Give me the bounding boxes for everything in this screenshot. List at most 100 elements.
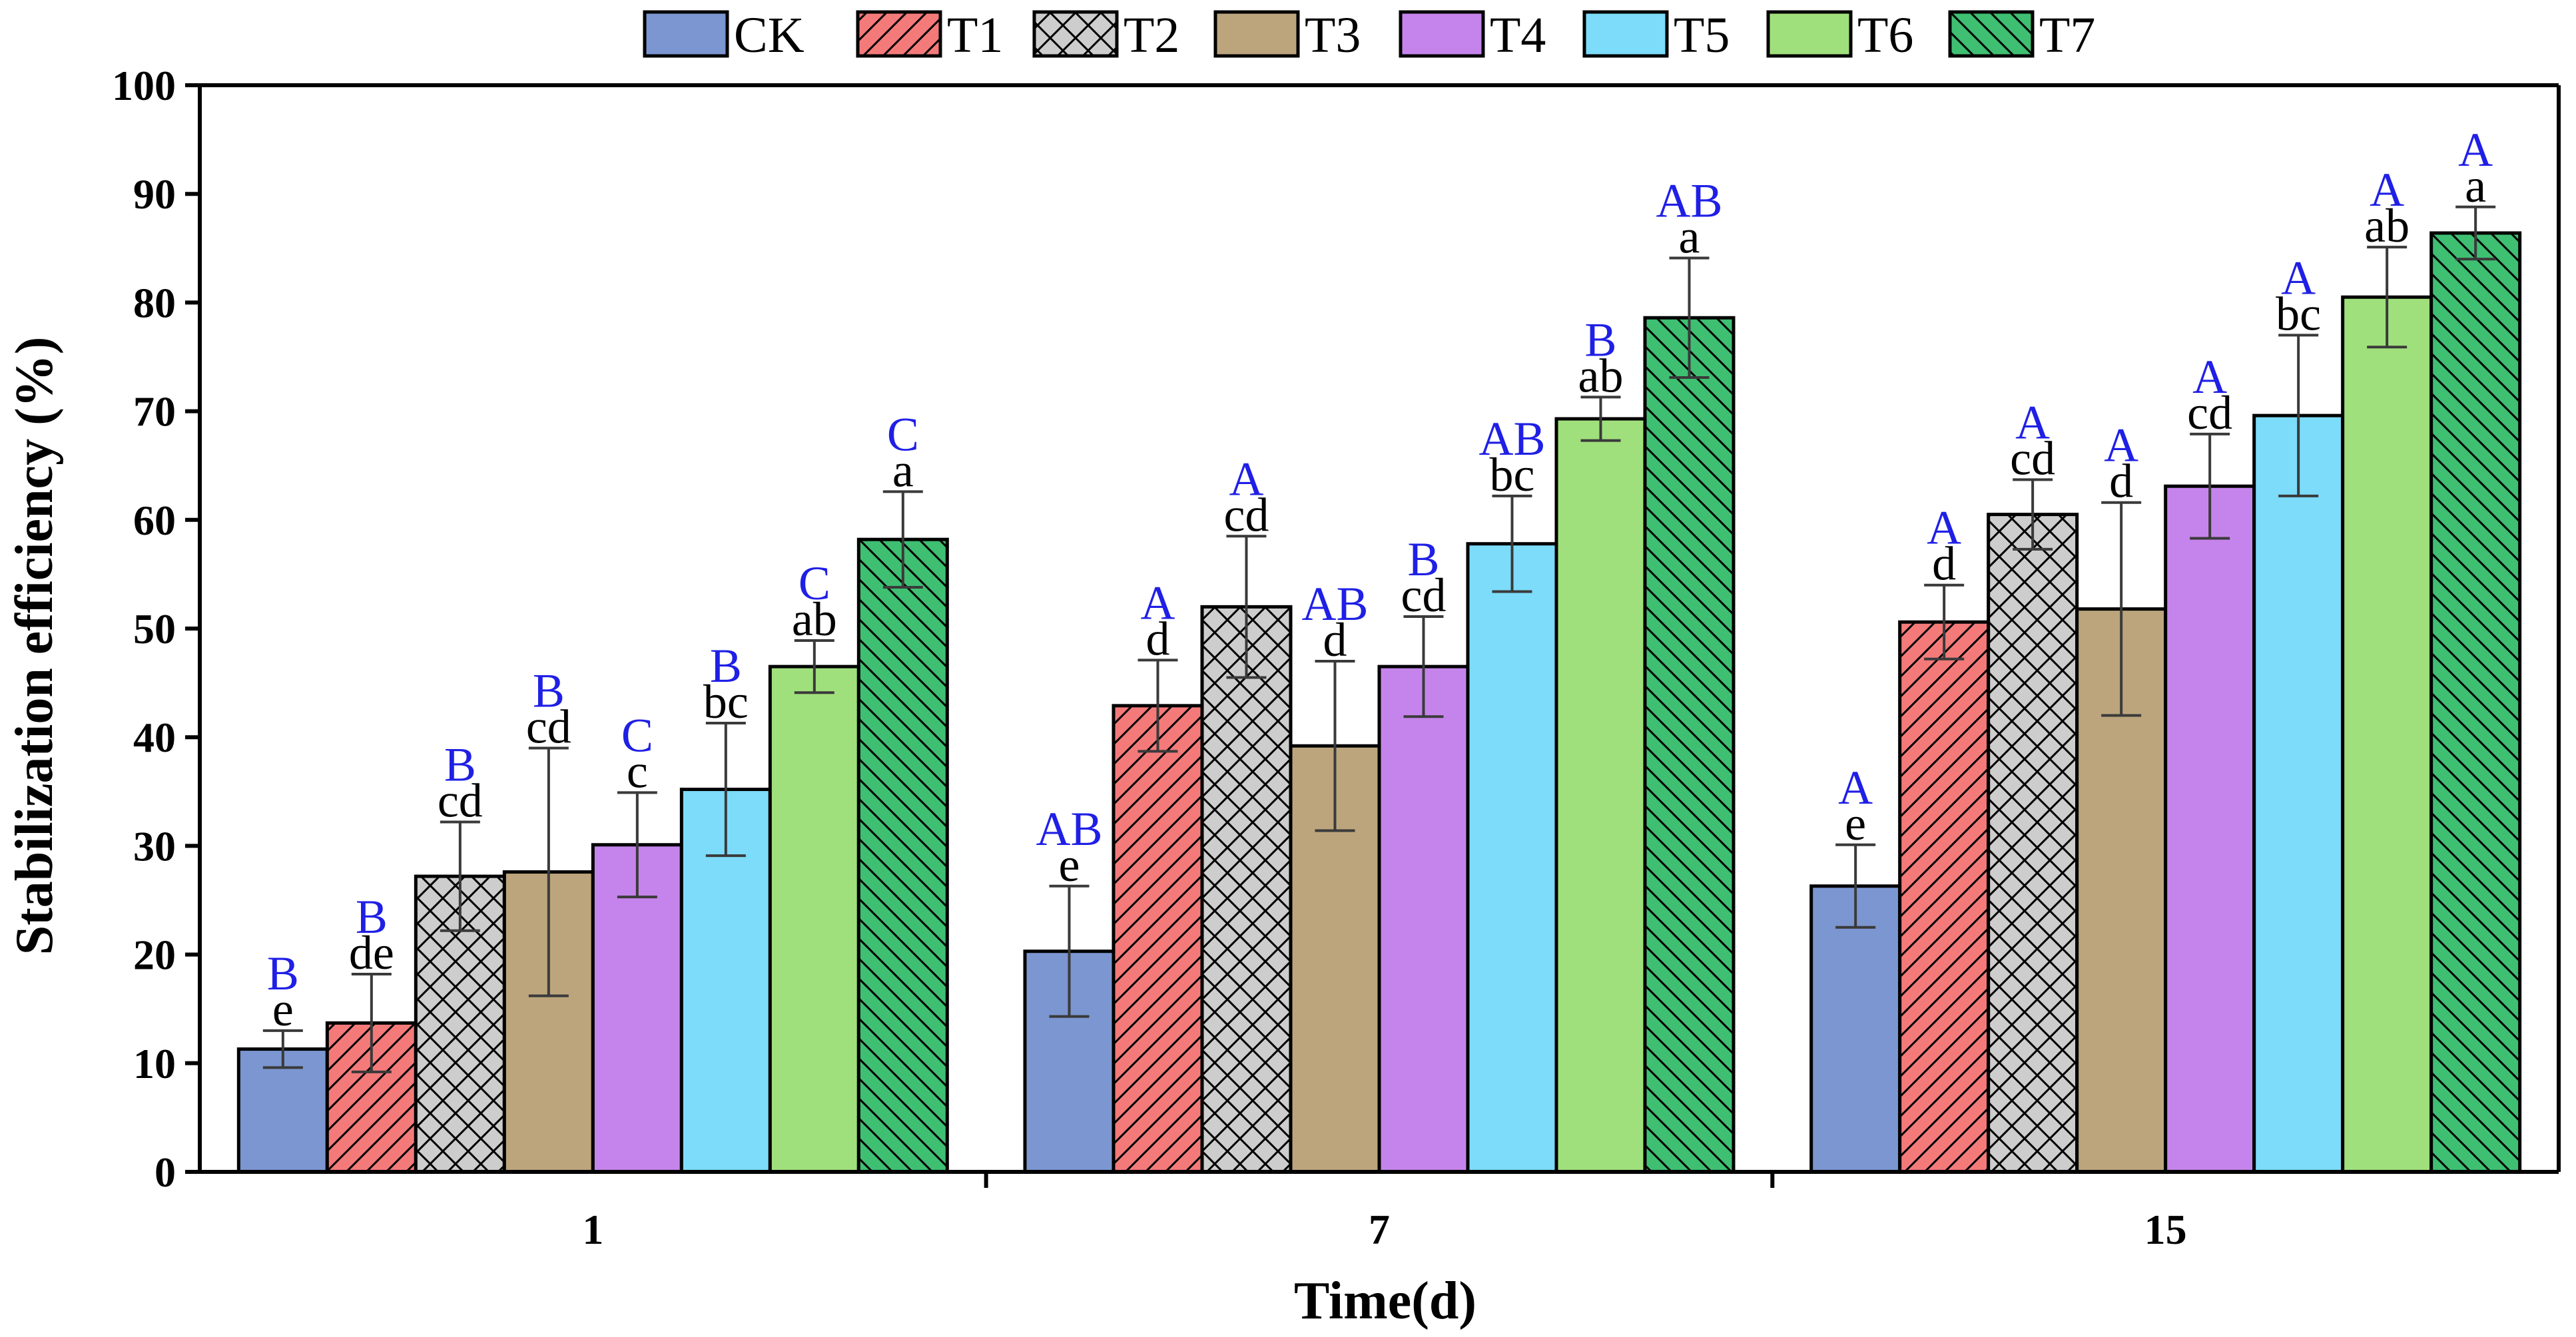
legend-item-t4: T4 (1399, 7, 1546, 63)
bar-t4-day-15 (2165, 486, 2254, 1172)
letter-lower-t4-day-15: cd (2187, 386, 2232, 439)
legend-label: T3 (1305, 7, 1361, 63)
error-bar-t4-day-15 (2190, 432, 2230, 540)
legend-label: T1 (947, 7, 1003, 63)
legend-swatch (1584, 12, 1667, 56)
legend-item-t2: T2 (1032, 7, 1179, 63)
error-bar-t1-day-1 (351, 972, 392, 1073)
error-bar-t7-day-7 (1669, 256, 1710, 380)
bar-t6-day-1 (770, 667, 859, 1172)
letter-lower-t6-day-7: ab (1578, 349, 1624, 402)
legend-swatch-outline (1032, 10, 1119, 58)
letter-upper-t4-day-1: C (621, 708, 653, 762)
legend-item-t5: T5 (1582, 7, 1730, 63)
legend-swatch-outline (1582, 10, 1669, 58)
bar-hatch-t7-day-1 (858, 539, 948, 1172)
letter-upper-t4-day-15: A (2192, 350, 2227, 403)
legend-label: T5 (1674, 7, 1730, 63)
y-tick-label: 50 (133, 605, 176, 653)
bar-hatch-t2-day-15 (1988, 514, 2077, 1172)
legend-swatch-outline (1766, 10, 1853, 58)
legend-item-t6: T6 (1766, 7, 1913, 63)
x-tick-label: 1 (582, 1206, 603, 1253)
letter-upper-t7-day-7: AB (1656, 174, 1722, 227)
error-bar-t2-day-1 (440, 820, 480, 932)
y-tick-label: 40 (133, 714, 176, 761)
error-bar-t4-day-1 (617, 791, 657, 899)
error-bar-t7-day-1 (882, 490, 923, 589)
legend-swatch-outline (1213, 10, 1300, 58)
letter-lower-t3-day-1: cd (526, 700, 571, 754)
letter-lower-t5-day-1: bc (703, 675, 749, 728)
legend: CK T1 T2 T3 T4 T5 T6 T7 (643, 7, 2095, 63)
letter-lower-t7-day-1: a (892, 443, 914, 497)
legend-swatch-outline (1948, 10, 2035, 58)
letter-lower-t7-day-7: a (1679, 210, 1700, 263)
bars-layer (236, 231, 2522, 1174)
axes-layer: 0 10 20 30 40 50 60 70 80 90 100 1 7 15 (112, 62, 2561, 1253)
legend-label: T4 (1490, 7, 1546, 63)
letter-lower-t1-day-7: d (1146, 612, 1170, 665)
letter-lower-t3-day-7: d (1323, 613, 1347, 667)
y-tick-label: 30 (133, 822, 176, 870)
letter-upper-t6-day-1: C (799, 557, 830, 610)
letter-lower-t2-day-15: cd (2010, 431, 2055, 485)
letter-upper-t1-day-15: A (1927, 501, 1961, 555)
legend-label: T2 (1124, 7, 1179, 63)
error-bar-t7-day-15 (2455, 205, 2496, 261)
bar-t4-day-7 (1379, 667, 1468, 1172)
letter-upper-ck-day-15: A (1838, 761, 1873, 814)
letter-upper-t7-day-15: A (2458, 123, 2493, 176)
legend-swatch-hatch (1034, 12, 1117, 56)
letter-lower-t5-day-7: bc (1490, 448, 1535, 501)
y-tick-label: 90 (133, 170, 176, 218)
letter-upper-t4-day-7: B (1407, 533, 1439, 586)
letter-lower-t2-day-7: cd (1224, 488, 1269, 541)
legend-swatch-outline (643, 10, 729, 58)
letter-lower-t1-day-1: de (349, 926, 394, 979)
letter-lower-ck-day-7: e (1059, 838, 1080, 892)
legend-swatch-outline (1399, 10, 1485, 58)
x-tick-label: 15 (2144, 1206, 2187, 1253)
y-tick-label: 100 (112, 62, 176, 109)
letter-upper-ck-day-1: B (267, 947, 299, 1000)
letter-upper-t5-day-7: AB (1478, 412, 1545, 465)
legend-swatch (1768, 12, 1851, 56)
bar-hatch-t7-day-15 (2431, 232, 2520, 1172)
y-tick-label: 80 (133, 279, 176, 326)
bar-ck-day-1 (238, 1049, 328, 1172)
letter-lower-ck-day-1: e (272, 983, 294, 1036)
error-bar-t5-day-15 (2278, 334, 2319, 497)
bar-t4-day-1 (593, 844, 682, 1172)
letter-lower-t2-day-1: cd (438, 774, 483, 827)
error-bar-t6-day-1 (794, 639, 834, 694)
legend-swatch (1215, 12, 1298, 56)
error-bar-t3-day-7 (1315, 659, 1355, 832)
error-bar-t1-day-7 (1137, 659, 1178, 753)
bar-t6-day-7 (1556, 419, 1645, 1173)
x-tick-label: 7 (1369, 1206, 1390, 1253)
error-bar-t2-day-7 (1226, 535, 1267, 679)
y-tick-label: 70 (133, 388, 176, 435)
error-bar-ck-day-7 (1049, 884, 1090, 1018)
letter-upper-t2-day-15: A (2015, 396, 2050, 449)
error-bar-t4-day-7 (1403, 615, 1444, 718)
legend-label: T7 (2039, 7, 2095, 63)
legend-swatch (645, 12, 727, 56)
letter-lower-ck-day-15: e (1845, 797, 1866, 850)
bar-hatch-t1-day-15 (1899, 622, 1989, 1172)
letter-lower-t7-day-15: a (2465, 159, 2486, 212)
letter-upper-t6-day-15: A (2370, 163, 2404, 216)
letter-upper-t1-day-1: B (356, 890, 388, 943)
letter-lower-t5-day-15: bc (2276, 287, 2321, 340)
bar-t5-day-15 (2254, 415, 2343, 1173)
bar-t6-day-15 (2342, 297, 2431, 1172)
legend-label: CK (734, 7, 805, 63)
letter-upper-t1-day-7: A (1141, 576, 1175, 629)
letter-lower-t6-day-15: ab (2364, 199, 2410, 252)
letter-lower-t3-day-15: d (2109, 455, 2133, 508)
bar-hatch-t7-day-7 (1645, 318, 1734, 1172)
bar-hatch-t2-day-7 (1202, 607, 1291, 1172)
